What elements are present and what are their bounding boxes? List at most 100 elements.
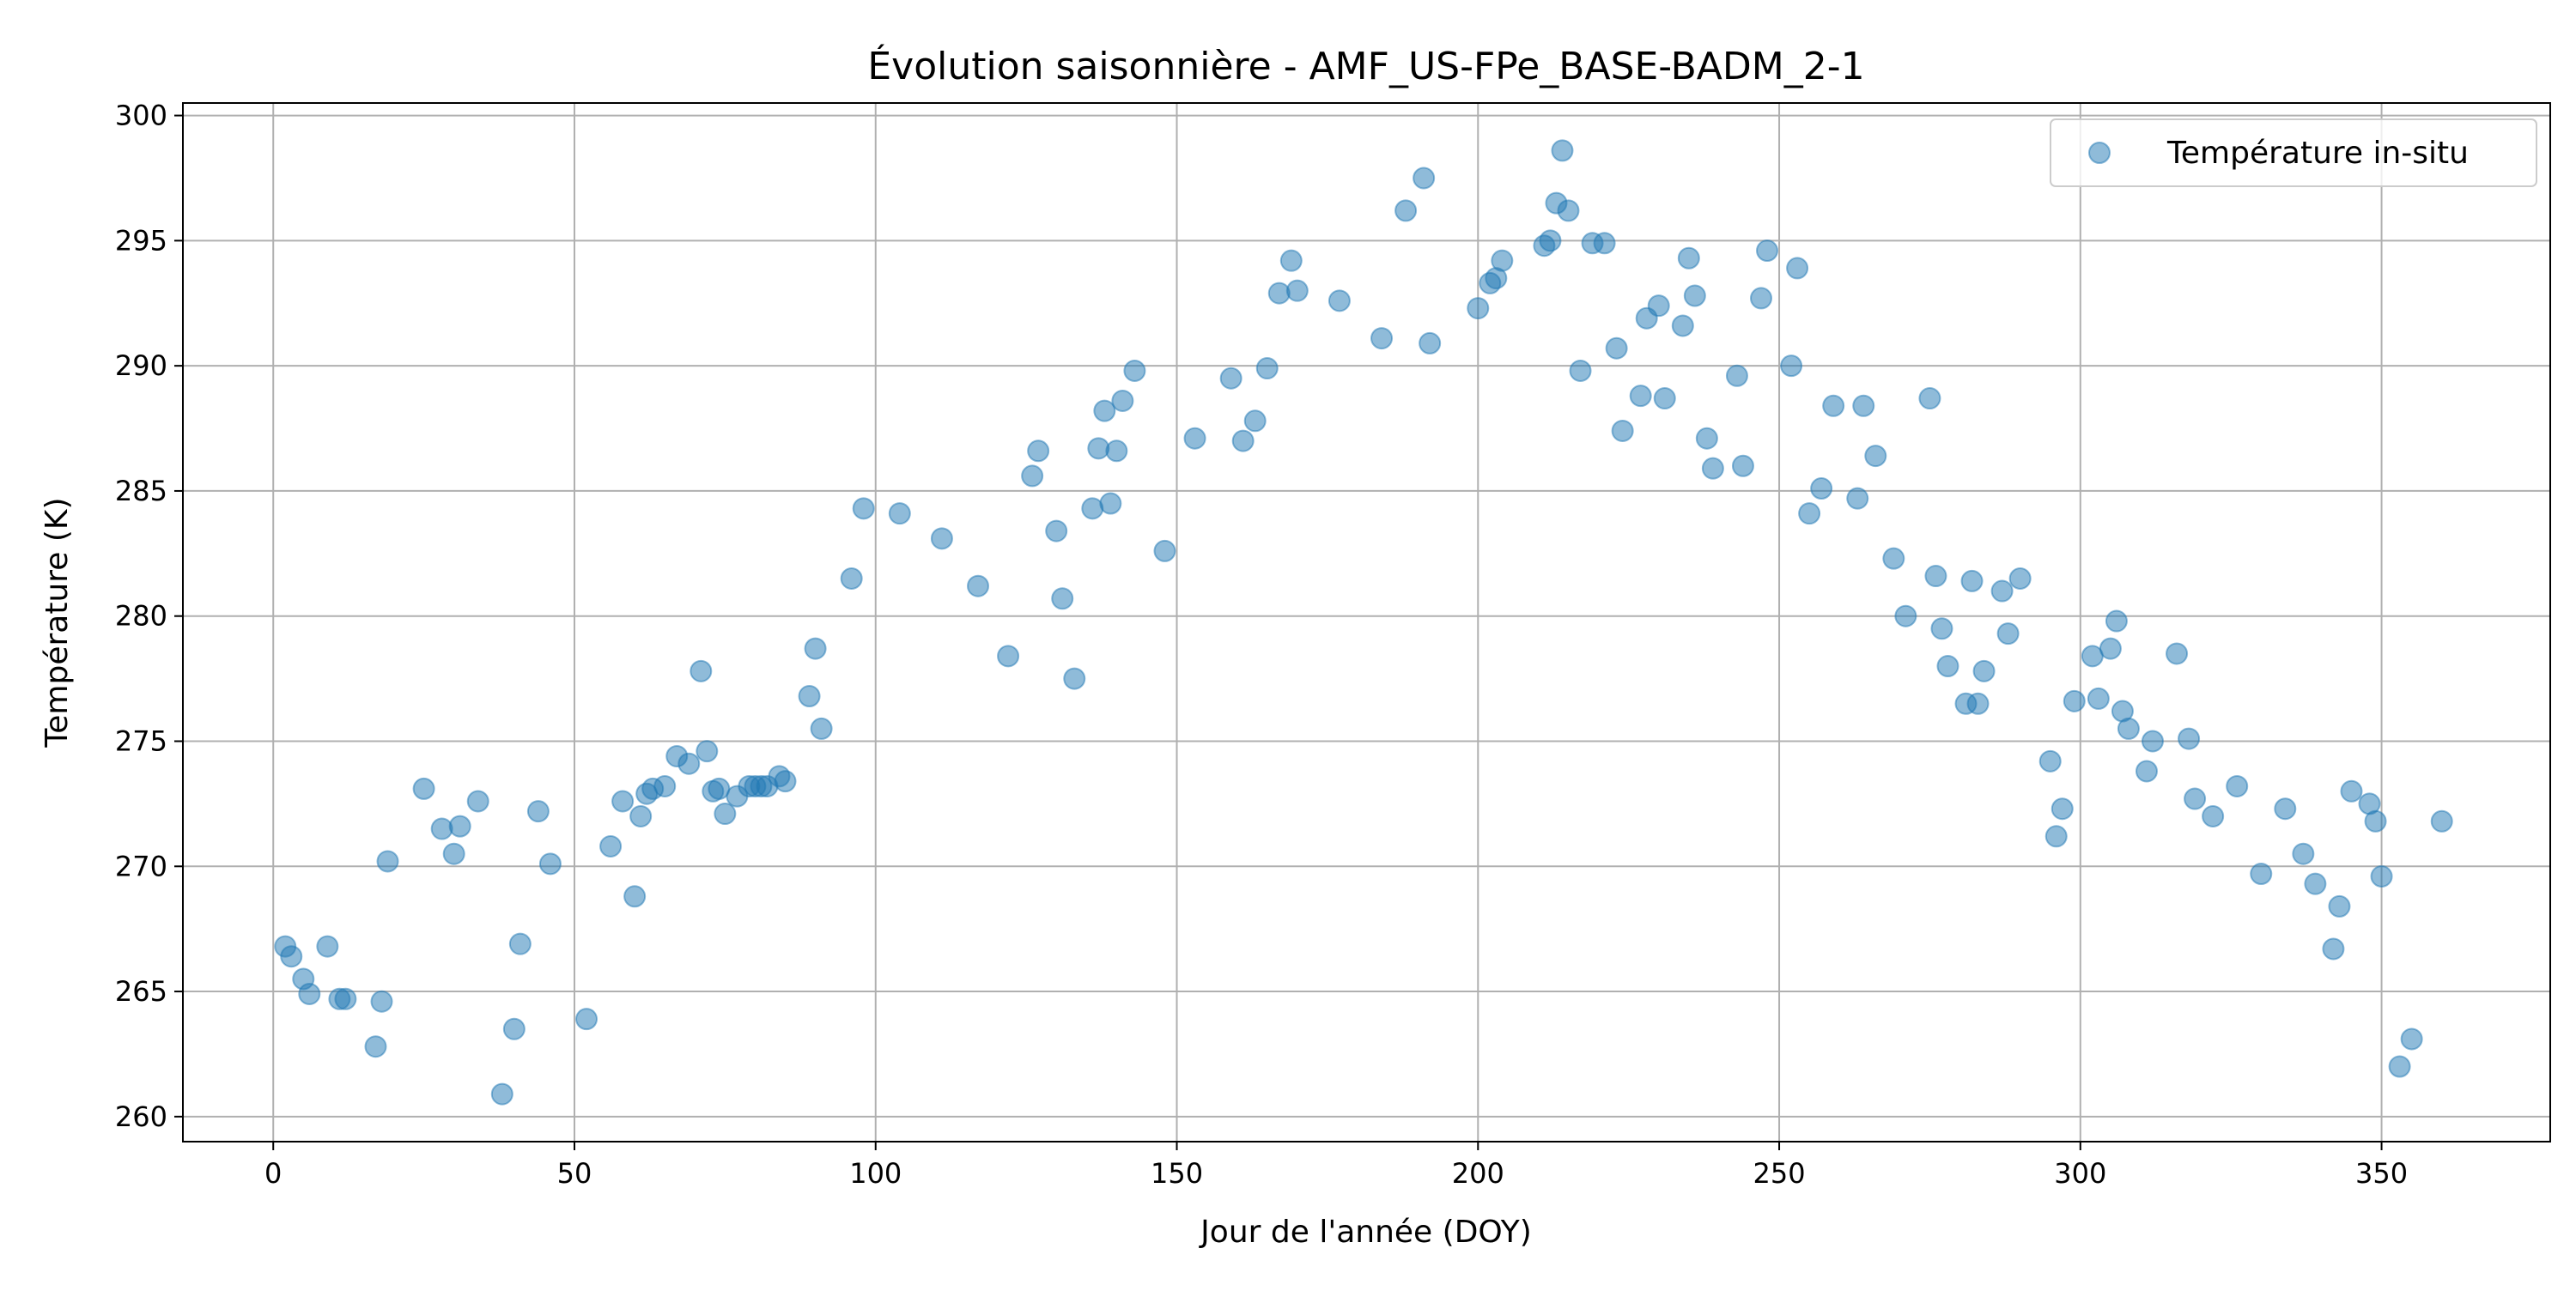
- data-point: [1231, 429, 1255, 452]
- y-tick-label: 300: [115, 100, 167, 132]
- data-point: [2166, 642, 2189, 665]
- data-point: [1671, 314, 1694, 337]
- data-point: [997, 645, 1020, 668]
- data-point: [298, 982, 321, 1005]
- data-point: [1960, 569, 1984, 592]
- data-point: [774, 770, 797, 793]
- data-point: [2087, 687, 2110, 710]
- data-point: [1780, 355, 1803, 378]
- data-point: [1683, 284, 1706, 307]
- data-point: [1653, 387, 1676, 410]
- data-point: [412, 777, 435, 800]
- x-tick-label: 350: [2355, 1157, 2408, 1190]
- data-point: [1695, 427, 1718, 450]
- data-point: [1279, 249, 1303, 272]
- data-point: [1063, 667, 1086, 690]
- data-point: [1864, 445, 1887, 468]
- y-tick-label: 295: [115, 224, 167, 257]
- data-point: [1123, 359, 1146, 382]
- data-point: [2099, 637, 2122, 660]
- data-point: [2400, 1027, 2423, 1051]
- data-point: [1394, 199, 1418, 222]
- data-point: [1539, 229, 1562, 252]
- data-point: [2038, 749, 2062, 773]
- data-point: [2328, 894, 2351, 918]
- data-point: [1996, 622, 2020, 646]
- x-axis-label: Jour de l'année (DOY): [1199, 1215, 1532, 1250]
- data-point: [1924, 565, 1947, 588]
- data-point: [1467, 297, 1490, 320]
- data-point: [1605, 336, 1628, 360]
- data-point: [1756, 239, 1779, 263]
- data-point: [1021, 464, 1044, 488]
- data-point: [804, 637, 827, 660]
- data-point: [575, 1008, 598, 1031]
- data-point: [1930, 617, 1953, 640]
- data-point: [1629, 385, 1652, 408]
- data-point: [930, 527, 953, 550]
- data-point: [364, 1035, 387, 1058]
- data-point: [1111, 389, 1134, 412]
- data-point: [1093, 399, 1116, 422]
- data-point: [1882, 547, 1905, 570]
- data-point: [1105, 439, 1128, 463]
- data-point: [629, 804, 653, 827]
- data-point: [2202, 804, 2225, 827]
- data-point: [1491, 249, 1514, 272]
- data-point: [1593, 232, 1616, 255]
- plot-frame: [182, 102, 2551, 1143]
- y-axis-label: Température (K): [39, 497, 75, 748]
- data-point: [448, 815, 471, 838]
- data-point: [490, 1082, 513, 1106]
- legend: Température in-situ: [2050, 118, 2537, 187]
- data-point: [1243, 409, 1267, 433]
- data-point: [334, 987, 357, 1010]
- data-point: [1255, 357, 1279, 380]
- data-point: [840, 567, 863, 590]
- data-point: [1798, 502, 1821, 525]
- data-point: [1027, 439, 1050, 463]
- data-point: [1846, 487, 1869, 510]
- data-point: [967, 574, 990, 597]
- data-point: [2340, 779, 2363, 803]
- data-point: [1918, 387, 1941, 410]
- data-point: [810, 717, 833, 740]
- data-point: [1569, 359, 1592, 382]
- data-point: [2322, 937, 2345, 961]
- y-tick-label: 280: [115, 600, 167, 633]
- data-point: [1557, 199, 1580, 222]
- y-tick-label: 290: [115, 349, 167, 382]
- data-point: [1936, 655, 1959, 678]
- data-point: [2370, 864, 2393, 888]
- y-tick-label: 275: [115, 724, 167, 757]
- data-point: [376, 850, 399, 873]
- data-points: [274, 139, 2453, 1106]
- x-tick-label: 100: [849, 1157, 902, 1190]
- data-point: [1153, 539, 1176, 562]
- y-tick-label: 265: [115, 975, 167, 1008]
- data-point: [1677, 246, 1700, 270]
- data-point: [714, 803, 737, 826]
- data-point: [2304, 872, 2327, 895]
- data-point: [538, 852, 562, 876]
- data-point: [508, 932, 532, 955]
- data-point: [690, 659, 713, 682]
- data-point: [2292, 842, 2315, 865]
- data-point: [888, 502, 911, 525]
- data-point: [1051, 587, 1074, 610]
- data-point: [599, 834, 623, 858]
- y-tick-label: 260: [115, 1100, 167, 1133]
- x-tick-label: 50: [557, 1157, 592, 1190]
- data-point: [1419, 331, 1442, 355]
- data-point: [526, 800, 550, 823]
- data-point: [316, 935, 339, 958]
- data-point: [1045, 519, 1068, 542]
- data-point: [1972, 659, 1996, 682]
- data-point: [1725, 364, 1748, 387]
- data-point: [2250, 863, 2273, 886]
- data-point: [2044, 825, 2068, 848]
- data-point: [653, 774, 677, 797]
- data-point: [1219, 367, 1242, 390]
- data-point: [1370, 327, 1394, 350]
